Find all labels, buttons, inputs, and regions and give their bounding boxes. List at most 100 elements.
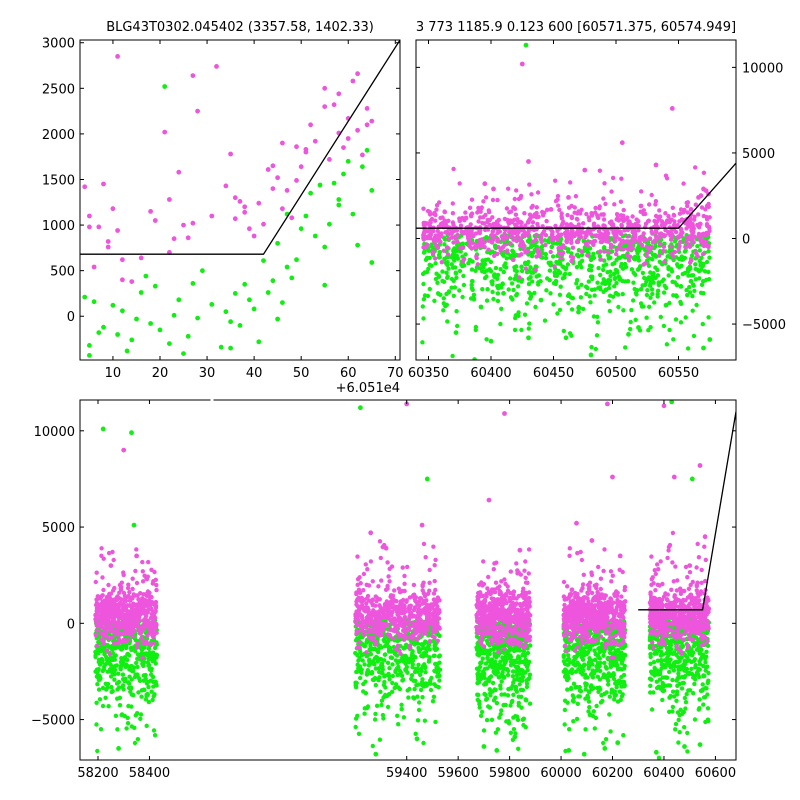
cloud-point-green: [112, 672, 117, 677]
cloud-point-green: [690, 308, 695, 313]
cloud-point-magenta: [434, 243, 440, 249]
cloud-point-green: [387, 666, 392, 671]
cloud-point-green: [489, 717, 495, 722]
cloud-point-green: [560, 276, 565, 281]
data-point: [284, 188, 290, 193]
cloud-point-magenta: [508, 241, 513, 246]
cloud-point-green: [491, 296, 496, 302]
panel-title: 3 773 1185.9 0.123 600 [60571.375, 60574…: [416, 20, 736, 35]
cloud-point-green: [689, 253, 695, 258]
cloud-point-green: [494, 700, 500, 706]
cloud-point-magenta: [514, 188, 519, 193]
data-point: [519, 61, 525, 67]
cloud-point-green: [109, 684, 114, 690]
cloud-point-magenta: [553, 178, 558, 183]
cloud-point-green: [653, 265, 658, 270]
cloud-point-magenta: [387, 634, 393, 639]
cloud-point-green: [516, 310, 521, 315]
cloud-point-magenta: [392, 588, 397, 593]
cloud-point-green: [691, 273, 696, 278]
x-tick-label: 50: [293, 366, 310, 381]
cloud-point-green: [138, 716, 143, 721]
data-point: [482, 181, 488, 187]
cloud-point-green: [451, 293, 456, 298]
cloud-point-green: [526, 326, 531, 331]
data-point: [523, 42, 529, 48]
data-point: [91, 299, 97, 305]
cloud-point-magenta: [591, 223, 597, 228]
cloud-point-magenta: [140, 579, 146, 584]
cloud-point-green: [126, 703, 131, 709]
cloud-point-magenta: [433, 256, 438, 261]
cloud-point-green: [565, 249, 571, 254]
cloud-point-magenta: [411, 613, 416, 619]
cloud-point-magenta: [607, 220, 613, 225]
cloud-point-green: [480, 656, 485, 661]
cloud-point-green: [497, 283, 502, 288]
cloud-point-magenta: [600, 236, 605, 241]
data-point: [237, 199, 243, 204]
cloud-point-green: [647, 304, 652, 309]
cloud-point-green: [432, 298, 437, 303]
cloud-point-green: [428, 687, 434, 693]
cloud-point-green: [667, 327, 672, 333]
cloud-point-magenta: [495, 197, 500, 203]
data-point: [688, 207, 694, 212]
data-point: [463, 215, 469, 221]
cloud-point-green: [152, 733, 158, 738]
cloud-point-magenta: [113, 602, 119, 608]
cloud-point-magenta: [106, 550, 112, 556]
cloud-point-green: [497, 715, 502, 720]
cloud-point-green: [706, 269, 711, 275]
cloud-point-green: [368, 652, 374, 657]
cloud-point-magenta: [630, 214, 635, 219]
cloud-point-magenta: [121, 590, 127, 596]
cloud-point-magenta: [622, 228, 627, 233]
cloud-point-magenta: [577, 229, 582, 234]
cloud-point-magenta: [495, 222, 500, 227]
cloud-point-magenta: [109, 628, 114, 633]
cloud-point-magenta: [402, 573, 407, 579]
data-point: [369, 260, 375, 265]
cloud-point-magenta: [488, 637, 493, 642]
cloud-point-green: [707, 255, 712, 260]
cloud-point-magenta: [504, 206, 510, 211]
cloud-point-magenta: [636, 228, 641, 233]
data-point: [663, 302, 669, 308]
cloud-point-magenta: [139, 606, 144, 611]
data-point: [538, 297, 544, 303]
cloud-point-magenta: [663, 173, 669, 178]
cloud-point-green: [387, 649, 392, 654]
cloud-point-green: [473, 327, 478, 333]
cloud-point-magenta: [364, 625, 369, 630]
cloud-point-magenta: [107, 606, 113, 611]
data-point: [91, 264, 97, 270]
data-point: [129, 279, 135, 284]
cloud-point-green: [132, 740, 138, 746]
cloud-point-green: [355, 636, 360, 641]
data-point: [247, 226, 252, 232]
cloud-point-green: [488, 269, 494, 274]
data-point: [576, 309, 581, 315]
cloud-point-magenta: [486, 208, 491, 213]
cloud-point-green: [508, 276, 513, 281]
cloud-point-green: [495, 272, 501, 278]
cloud-point-green: [499, 708, 504, 713]
plot-area: [80, 40, 400, 358]
cloud-point-magenta: [140, 624, 145, 629]
cloud-point-magenta: [595, 224, 601, 229]
cloud-point-green: [700, 321, 705, 327]
cloud-point-green: [384, 693, 389, 699]
cloud-point-green: [691, 333, 697, 339]
cloud-point-green: [484, 337, 489, 342]
cloud-point-green: [589, 344, 594, 350]
data-point: [195, 108, 201, 114]
data-point: [513, 313, 519, 318]
cloud-point-green: [636, 266, 642, 271]
cloud-point-green: [587, 263, 593, 268]
cloud-point-magenta: [120, 639, 126, 644]
cloud-point-magenta: [543, 242, 548, 248]
cloud-point-green: [611, 271, 617, 277]
cloud-point-magenta: [578, 211, 583, 216]
cloud-point-green: [579, 252, 585, 258]
